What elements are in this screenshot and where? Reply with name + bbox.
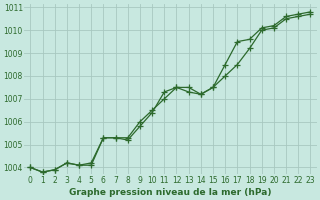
- X-axis label: Graphe pression niveau de la mer (hPa): Graphe pression niveau de la mer (hPa): [69, 188, 272, 197]
